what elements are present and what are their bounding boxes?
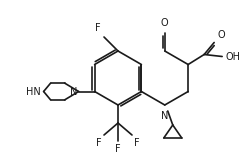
Text: O: O xyxy=(217,30,225,40)
Text: O: O xyxy=(161,18,169,28)
Text: F: F xyxy=(95,23,101,33)
Text: N: N xyxy=(161,111,168,121)
Text: F: F xyxy=(96,138,102,148)
Text: F: F xyxy=(115,144,121,154)
Text: F: F xyxy=(134,138,140,148)
Text: N: N xyxy=(70,86,78,97)
Text: OH: OH xyxy=(225,52,240,61)
Text: HN: HN xyxy=(26,86,41,97)
